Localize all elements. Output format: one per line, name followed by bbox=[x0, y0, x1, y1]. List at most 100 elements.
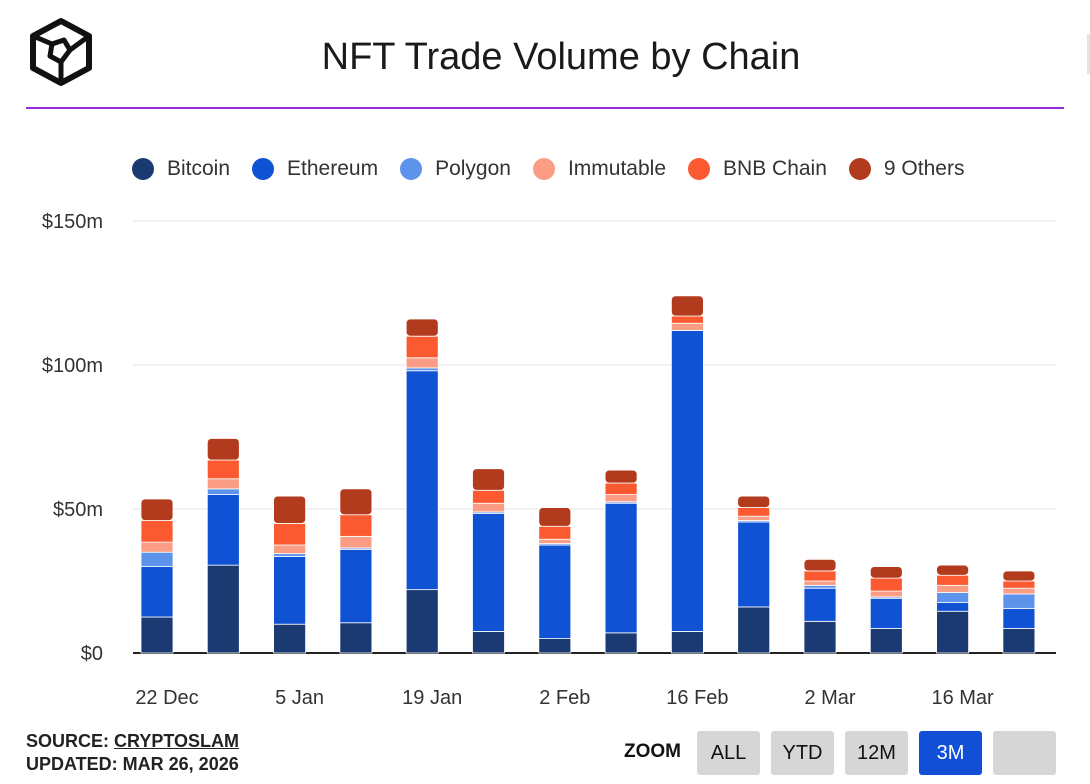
bar-segment-bitcoin[interactable] bbox=[737, 606, 771, 654]
bar-segment-9-others[interactable] bbox=[869, 566, 903, 579]
bar-segment-bnb-chain[interactable] bbox=[472, 489, 505, 504]
bar-segment-immutable[interactable] bbox=[206, 478, 240, 490]
bar-segment-bitcoin[interactable] bbox=[206, 564, 240, 654]
bar-segment-ethereum[interactable] bbox=[803, 587, 837, 622]
bar-segment-bitcoin[interactable] bbox=[472, 631, 505, 654]
bar-segment-immutable[interactable] bbox=[671, 322, 704, 331]
bar-segment-bitcoin[interactable] bbox=[405, 589, 439, 654]
legend-item-bnb-chain[interactable]: BNB Chain bbox=[688, 157, 827, 181]
bar-stack[interactable] bbox=[140, 498, 174, 654]
bar-segment-immutable[interactable] bbox=[604, 494, 638, 503]
bar-segment-immutable[interactable] bbox=[936, 584, 969, 593]
bar-segment-ethereum[interactable] bbox=[538, 544, 572, 639]
bar-stack[interactable] bbox=[273, 495, 307, 654]
bar-segment-9-others[interactable] bbox=[737, 495, 771, 508]
bar-segment-ethereum[interactable] bbox=[273, 556, 307, 625]
zoom-12m-button[interactable]: 12M bbox=[845, 731, 908, 775]
bar-stack[interactable] bbox=[604, 469, 638, 654]
legend-item-immutable[interactable]: Immutable bbox=[532, 157, 666, 181]
bar-segment-ethereum[interactable] bbox=[339, 548, 373, 624]
zoom-ytd-button[interactable]: YTD bbox=[771, 731, 834, 775]
bar-segment-9-others[interactable] bbox=[936, 564, 969, 576]
bar-segment-polygon[interactable] bbox=[936, 592, 969, 604]
bar-segment-bnb-chain[interactable] bbox=[671, 315, 704, 324]
bar-segment-ethereum[interactable] bbox=[737, 521, 771, 608]
bar-segment-immutable[interactable] bbox=[339, 535, 373, 549]
bar-stack[interactable] bbox=[339, 488, 373, 654]
bar-segment-immutable[interactable] bbox=[538, 538, 572, 544]
bar-stack[interactable] bbox=[1002, 570, 1036, 654]
legend-item-others[interactable]: 9 Others bbox=[848, 157, 964, 181]
zoom-extra-button[interactable] bbox=[993, 731, 1056, 775]
bar-segment-9-others[interactable] bbox=[472, 468, 505, 491]
legend-item-ethereum[interactable]: Ethereum bbox=[252, 157, 378, 181]
bar-stack[interactable] bbox=[206, 438, 240, 654]
bar-segment-bnb-chain[interactable] bbox=[538, 525, 572, 540]
bar-segment-bnb-chain[interactable] bbox=[869, 577, 903, 592]
bar-segment-ethereum[interactable] bbox=[936, 602, 969, 612]
bar-segment-bnb-chain[interactable] bbox=[1002, 580, 1036, 589]
bar-segment-ethereum[interactable] bbox=[405, 370, 439, 591]
bar-stack[interactable] bbox=[472, 468, 505, 654]
bar-segment-9-others[interactable] bbox=[140, 498, 174, 521]
bar-segment-9-others[interactable] bbox=[538, 507, 572, 527]
bar-stack[interactable] bbox=[671, 295, 704, 654]
bar-segment-ethereum[interactable] bbox=[206, 494, 240, 566]
bar-segment-ethereum[interactable] bbox=[671, 330, 704, 632]
bar-segment-polygon[interactable] bbox=[405, 367, 439, 372]
bar-segment-immutable[interactable] bbox=[737, 515, 771, 521]
bar-segment-bnb-chain[interactable] bbox=[737, 507, 771, 517]
bar-segment-bitcoin[interactable] bbox=[936, 610, 969, 654]
bar-segment-immutable[interactable] bbox=[405, 357, 439, 369]
bar-segment-bitcoin[interactable] bbox=[671, 631, 704, 654]
bar-segment-bitcoin[interactable] bbox=[339, 622, 373, 654]
bar-segment-polygon[interactable] bbox=[273, 553, 307, 557]
source-link[interactable]: CRYPTOSLAM bbox=[114, 731, 240, 751]
bar-segment-9-others[interactable] bbox=[604, 469, 638, 484]
bar-segment-9-others[interactable] bbox=[1002, 570, 1036, 582]
bar-segment-polygon[interactable] bbox=[206, 488, 240, 495]
bar-segment-ethereum[interactable] bbox=[604, 502, 638, 634]
bar-segment-immutable[interactable] bbox=[803, 580, 837, 586]
bar-segment-immutable[interactable] bbox=[472, 502, 505, 513]
zoom-3m-button[interactable]: 3M bbox=[919, 731, 982, 775]
bar-stack[interactable] bbox=[405, 318, 439, 654]
bar-segment-9-others[interactable] bbox=[206, 438, 240, 461]
bar-segment-polygon[interactable] bbox=[1002, 593, 1036, 609]
bar-segment-immutable[interactable] bbox=[869, 590, 903, 598]
bar-segment-immutable[interactable] bbox=[273, 544, 307, 555]
bar-segment-9-others[interactable] bbox=[405, 318, 439, 337]
bar-segment-bitcoin[interactable] bbox=[1002, 628, 1036, 654]
bar-segment-ethereum[interactable] bbox=[869, 597, 903, 629]
bar-segment-polygon[interactable] bbox=[803, 584, 837, 589]
bar-stack[interactable] bbox=[869, 566, 903, 654]
bar-segment-bitcoin[interactable] bbox=[538, 638, 572, 654]
bar-segment-ethereum[interactable] bbox=[1002, 607, 1036, 629]
bar-segment-bitcoin[interactable] bbox=[803, 620, 837, 654]
bar-segment-immutable[interactable] bbox=[140, 541, 174, 553]
bar-segment-bnb-chain[interactable] bbox=[206, 459, 240, 480]
bar-segment-bnb-chain[interactable] bbox=[604, 482, 638, 495]
bar-segment-bitcoin[interactable] bbox=[140, 616, 174, 654]
bar-segment-bitcoin[interactable] bbox=[273, 623, 307, 654]
legend-item-polygon[interactable]: Polygon bbox=[400, 157, 511, 181]
bar-segment-bnb-chain[interactable] bbox=[140, 520, 174, 543]
bar-segment-bnb-chain[interactable] bbox=[803, 570, 837, 582]
bar-segment-bnb-chain[interactable] bbox=[339, 514, 373, 537]
bar-segment-polygon[interactable] bbox=[140, 551, 174, 568]
bar-segment-bitcoin[interactable] bbox=[604, 632, 638, 654]
bar-segment-bnb-chain[interactable] bbox=[405, 335, 439, 359]
bar-segment-9-others[interactable] bbox=[671, 295, 704, 317]
bar-segment-9-others[interactable] bbox=[803, 559, 837, 572]
bar-segment-9-others[interactable] bbox=[339, 488, 373, 516]
bar-segment-bnb-chain[interactable] bbox=[273, 523, 307, 546]
legend-item-bitcoin[interactable]: Bitcoin bbox=[132, 157, 230, 181]
zoom-all-button[interactable]: ALL bbox=[697, 731, 760, 775]
bar-segment-ethereum[interactable] bbox=[140, 566, 174, 618]
bar-segment-immutable[interactable] bbox=[1002, 587, 1036, 595]
bar-segment-bitcoin[interactable] bbox=[869, 628, 903, 654]
bar-stack[interactable] bbox=[538, 507, 572, 654]
bar-stack[interactable] bbox=[737, 495, 771, 654]
bar-segment-ethereum[interactable] bbox=[472, 512, 505, 632]
bar-stack[interactable] bbox=[803, 559, 837, 654]
